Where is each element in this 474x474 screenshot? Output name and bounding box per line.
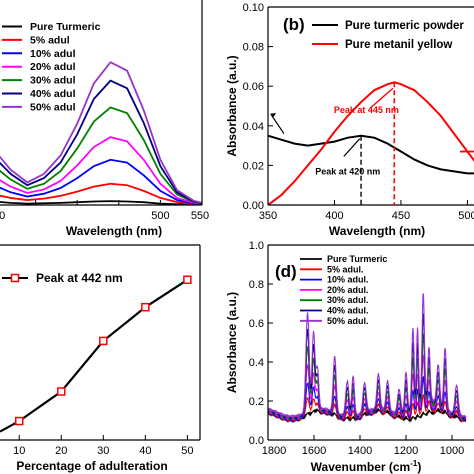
panel-a-series xyxy=(0,61,202,205)
y-tick-label-b: 0.02 xyxy=(243,160,264,172)
x-tick-label-d: 1200 xyxy=(394,445,418,457)
legend-label-b: Pure turmeric powder xyxy=(345,20,464,32)
panel-b: 0.00 0.02 0.04 0.06 0.08 0.10 350 400 450 500 Wave… xyxy=(225,2,474,238)
x-tick-label-b: 450 xyxy=(392,210,410,222)
legend-label-d: 10% adul. xyxy=(327,275,369,285)
legend-label-d: Pure Turmeric xyxy=(327,254,387,264)
x-tick-label-a: 300 xyxy=(0,210,5,222)
data-point-c xyxy=(183,275,192,285)
legend-label-a: Pure Turmeric xyxy=(30,21,101,33)
y-tick-label-b: 0.06 xyxy=(243,81,264,93)
series-line-a-3 xyxy=(0,136,202,205)
series-line-d-6 xyxy=(268,293,467,420)
panel-a: 300 500 550 Wavelength (nm) Pure Turmeric5% … xyxy=(0,0,209,238)
y-tick-label-d: 0.8 xyxy=(249,279,264,291)
x-tick-label-b: 400 xyxy=(325,210,343,222)
y-tick-label-b: 0.10 xyxy=(243,2,264,14)
x-tick-label-d: 1800 xyxy=(262,445,286,457)
x-tick-label-a: 500 xyxy=(151,210,169,222)
panel-d: 0.0 0.2 0.4 0.6 0.8 1.0 1800 1600 1400 1200 1000 Wa… xyxy=(225,240,474,474)
x-tick-label-c: 30 xyxy=(97,445,109,457)
legend-label-c: Peak at 442 nm xyxy=(36,271,123,285)
y-tick-label-b: 0.00 xyxy=(243,200,264,212)
legend-label-d: 30% adul. xyxy=(327,295,369,305)
data-point-c xyxy=(141,302,150,312)
arrow-420 xyxy=(343,138,361,157)
arrow-445 xyxy=(369,87,394,109)
panel-b-series xyxy=(268,81,474,205)
x-tick-label-c: 10 xyxy=(13,445,25,457)
data-point-c xyxy=(57,387,66,396)
x-axis-label-d: Wavenumber (cm-1) xyxy=(311,459,422,474)
legend-label-b: Pure metanil yellow xyxy=(345,39,452,51)
x-axis-label-c: Percentage of adulteration xyxy=(16,459,167,473)
series-line-a-2 xyxy=(0,158,202,205)
y-tick-label-d: 0.2 xyxy=(249,396,264,408)
y-tick-label-d: 0.0 xyxy=(249,435,264,447)
x-tick-label-c: 20 xyxy=(55,445,67,457)
annotation-420: Peak at 420 nm xyxy=(315,166,380,176)
x-tick-label-d: 1600 xyxy=(302,445,326,457)
y-tick-label-d: 0.6 xyxy=(249,318,264,330)
x-tick-label-d: 1400 xyxy=(348,445,372,457)
y-tick-label-b: 0.08 xyxy=(243,42,264,54)
legend-label-a: 50% adul xyxy=(30,101,76,113)
x-axis-label-a: Wavelength (nm) xyxy=(66,224,162,238)
legend-label-a: 40% adul xyxy=(30,88,76,100)
series-line-a-1 xyxy=(0,182,202,205)
panel-c: 10 20 30 40 50 Percentage of adulteration Peak… xyxy=(0,244,201,473)
series-line-b-0 xyxy=(268,134,474,175)
y-tick-label-d: 1.0 xyxy=(249,240,264,252)
panel-label-b: (b) xyxy=(283,15,305,34)
x-tick-label-b: 500 xyxy=(458,210,474,222)
legend-label-a: 20% adul xyxy=(30,61,76,73)
x-tick-label-b: 350 xyxy=(259,210,277,222)
arrow-head-left-b xyxy=(270,112,276,118)
y-tick-label-b: 0.04 xyxy=(243,121,264,133)
x-tick-label-a: 550 xyxy=(191,210,209,222)
y-tick-label-d: 0.4 xyxy=(249,357,264,369)
x-tick-label-c: 40 xyxy=(139,445,151,457)
panel-d-series xyxy=(268,293,467,424)
series-line-c xyxy=(18,278,188,422)
series-line-a-0 xyxy=(0,200,202,205)
series-line-a-4 xyxy=(0,106,202,205)
legend-label-d: 40% adul. xyxy=(327,306,369,316)
data-point-c xyxy=(99,336,108,346)
legend-label-a: 10% adul xyxy=(30,48,76,60)
y-axis-label-b: Absorbance (a.u.) xyxy=(225,55,239,156)
legend-label-d: 5% adul. xyxy=(327,264,364,274)
panel-label-d: (d) xyxy=(275,262,297,281)
arrow-left-b xyxy=(271,115,285,135)
x-tick-label-d: 1000 xyxy=(440,445,464,457)
legend-label-d: 20% adul. xyxy=(327,285,369,295)
series-line-b-1 xyxy=(268,81,474,205)
x-tick-label-c: 50 xyxy=(181,445,193,457)
y-axis-label-d: Absorbance (a.u.) xyxy=(225,292,239,393)
x-axis-label-b: Wavelength (nm) xyxy=(329,224,425,238)
legend-label-a: 5% adul xyxy=(30,34,70,46)
data-point-c xyxy=(14,416,24,426)
series-line-a-5 xyxy=(0,79,202,205)
legend-label-a: 30% adul xyxy=(30,75,76,87)
series-line-a-6 xyxy=(0,61,202,204)
legend-label-d: 50% adul. xyxy=(327,316,369,326)
annotation-445: Peak at 445 nm xyxy=(334,105,399,115)
legend-marker-c xyxy=(10,273,20,283)
